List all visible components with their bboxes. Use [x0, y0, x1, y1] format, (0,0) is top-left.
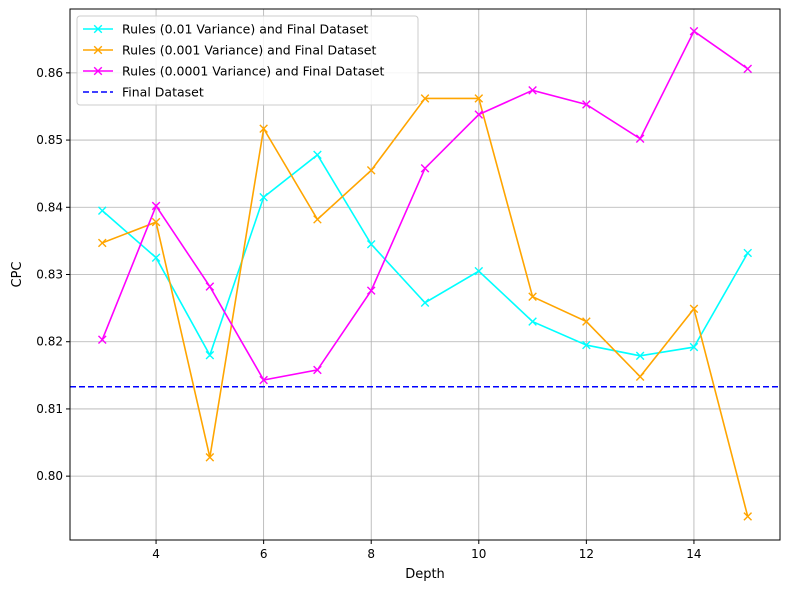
- data-point-marker: [474, 266, 484, 276]
- legend-box: [76, 15, 419, 106]
- data-point-marker: [420, 298, 430, 308]
- data-point-marker: [420, 164, 430, 173]
- data-point-marker: [743, 248, 753, 258]
- data-point-marker: [582, 317, 591, 326]
- data-point-marker: [366, 166, 376, 175]
- x-tick-label: 10: [471, 547, 486, 561]
- legend-marker-sample: [93, 24, 103, 34]
- data-point-marker: [689, 26, 699, 36]
- data-point-marker: [474, 94, 484, 103]
- legend-entry-label: Rules (0.0001 Variance) and Final Datase…: [122, 64, 384, 79]
- data-point-marker: [582, 100, 591, 109]
- x-tick-label: 12: [579, 547, 594, 561]
- data-point-marker: [420, 94, 430, 103]
- data-point-marker: [528, 317, 537, 326]
- data-point-marker: [313, 365, 322, 375]
- x-axis-label: Depth: [405, 567, 445, 582]
- data-point-marker: [313, 150, 322, 160]
- legend-marker-sample: [93, 66, 103, 76]
- data-point-marker: [689, 342, 699, 352]
- data-point-marker: [259, 375, 268, 385]
- data-point-marker: [635, 134, 645, 144]
- y-tick-label: 0.83: [36, 268, 63, 282]
- x-tick-label: 8: [367, 547, 375, 561]
- data-point-marker: [635, 351, 645, 361]
- data-point-marker: [743, 64, 753, 74]
- axis-ticks: 4 6 8 10 12 14 0.80 0.81 0.82 0.83 0.84 0.85 0.86: [36, 66, 701, 561]
- legend: Rules (0.01 Variance) and Final Dataset R…: [76, 15, 419, 106]
- y-axis-label: CPC: [10, 262, 25, 288]
- legend-marker-sample: [93, 45, 103, 55]
- data-point-marker: [151, 253, 161, 262]
- legend-entry-label: Final Dataset: [122, 85, 204, 100]
- data-point-marker: [151, 201, 161, 211]
- data-point-marker: [205, 350, 215, 360]
- data-point-marker: [97, 335, 107, 344]
- y-tick-label: 0.86: [36, 66, 63, 80]
- data-point-marker: [205, 282, 215, 291]
- data-point-marker: [313, 215, 322, 224]
- data-point-marker: [689, 304, 699, 314]
- y-tick-label: 0.81: [36, 402, 63, 416]
- data-point-marker: [528, 292, 537, 301]
- y-tick-label: 0.82: [36, 335, 63, 349]
- data-point-marker: [151, 217, 161, 227]
- data-point-marker: [259, 124, 268, 133]
- series-lines: [97, 26, 753, 521]
- x-tick-label: 6: [260, 547, 268, 561]
- data-point-marker: [635, 372, 645, 381]
- data-point-marker: [97, 238, 107, 248]
- x-tick-label: 4: [152, 547, 160, 561]
- data-point-marker: [582, 340, 591, 350]
- legend-entry-label: Rules (0.01 Variance) and Final Dataset: [122, 22, 369, 37]
- y-tick-label: 0.85: [36, 133, 63, 147]
- legend-entry-label: Rules (0.001 Variance) and Final Dataset: [122, 43, 376, 58]
- data-point-marker: [474, 110, 484, 119]
- data-point-marker: [366, 239, 376, 249]
- data-point-marker: [743, 512, 753, 521]
- x-tick-label: 14: [686, 547, 701, 561]
- data-point-marker: [259, 192, 268, 202]
- data-point-marker: [366, 286, 376, 295]
- data-point-marker: [205, 453, 215, 462]
- data-point-marker: [97, 206, 107, 215]
- data-point-marker: [528, 86, 537, 95]
- y-tick-label: 0.80: [36, 469, 63, 483]
- y-tick-label: 0.84: [36, 200, 63, 214]
